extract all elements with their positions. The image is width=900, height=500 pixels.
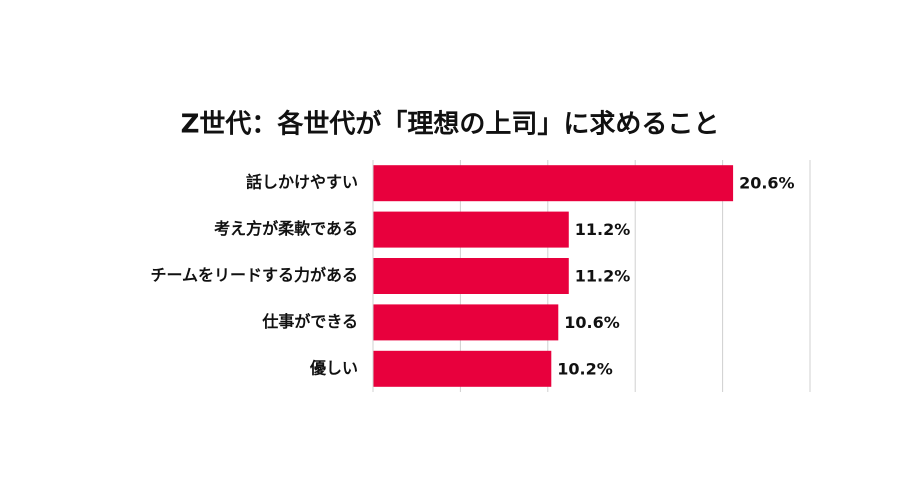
y-tick-label: 仕事ができる bbox=[261, 312, 358, 331]
data-label: 11.2% bbox=[575, 267, 631, 286]
bar bbox=[373, 304, 559, 341]
chart-title: Z世代：各世代が「理想の上司」に求めること bbox=[181, 109, 720, 140]
bar bbox=[373, 350, 552, 387]
bar bbox=[373, 211, 569, 248]
data-label: 20.6% bbox=[739, 174, 795, 193]
bar bbox=[373, 258, 569, 294]
y-tick-label: 考え方が柔軟である bbox=[214, 219, 358, 238]
y-tick-label: チームをリードする力がある bbox=[150, 266, 358, 285]
data-label: 11.2% bbox=[575, 220, 631, 239]
y-tick-label: 話しかけやすい bbox=[246, 173, 358, 192]
y-tick-label: 優しい bbox=[309, 358, 358, 377]
data-label: 10.6% bbox=[564, 313, 620, 332]
data-label: 10.2% bbox=[557, 359, 613, 378]
bar bbox=[373, 165, 734, 202]
